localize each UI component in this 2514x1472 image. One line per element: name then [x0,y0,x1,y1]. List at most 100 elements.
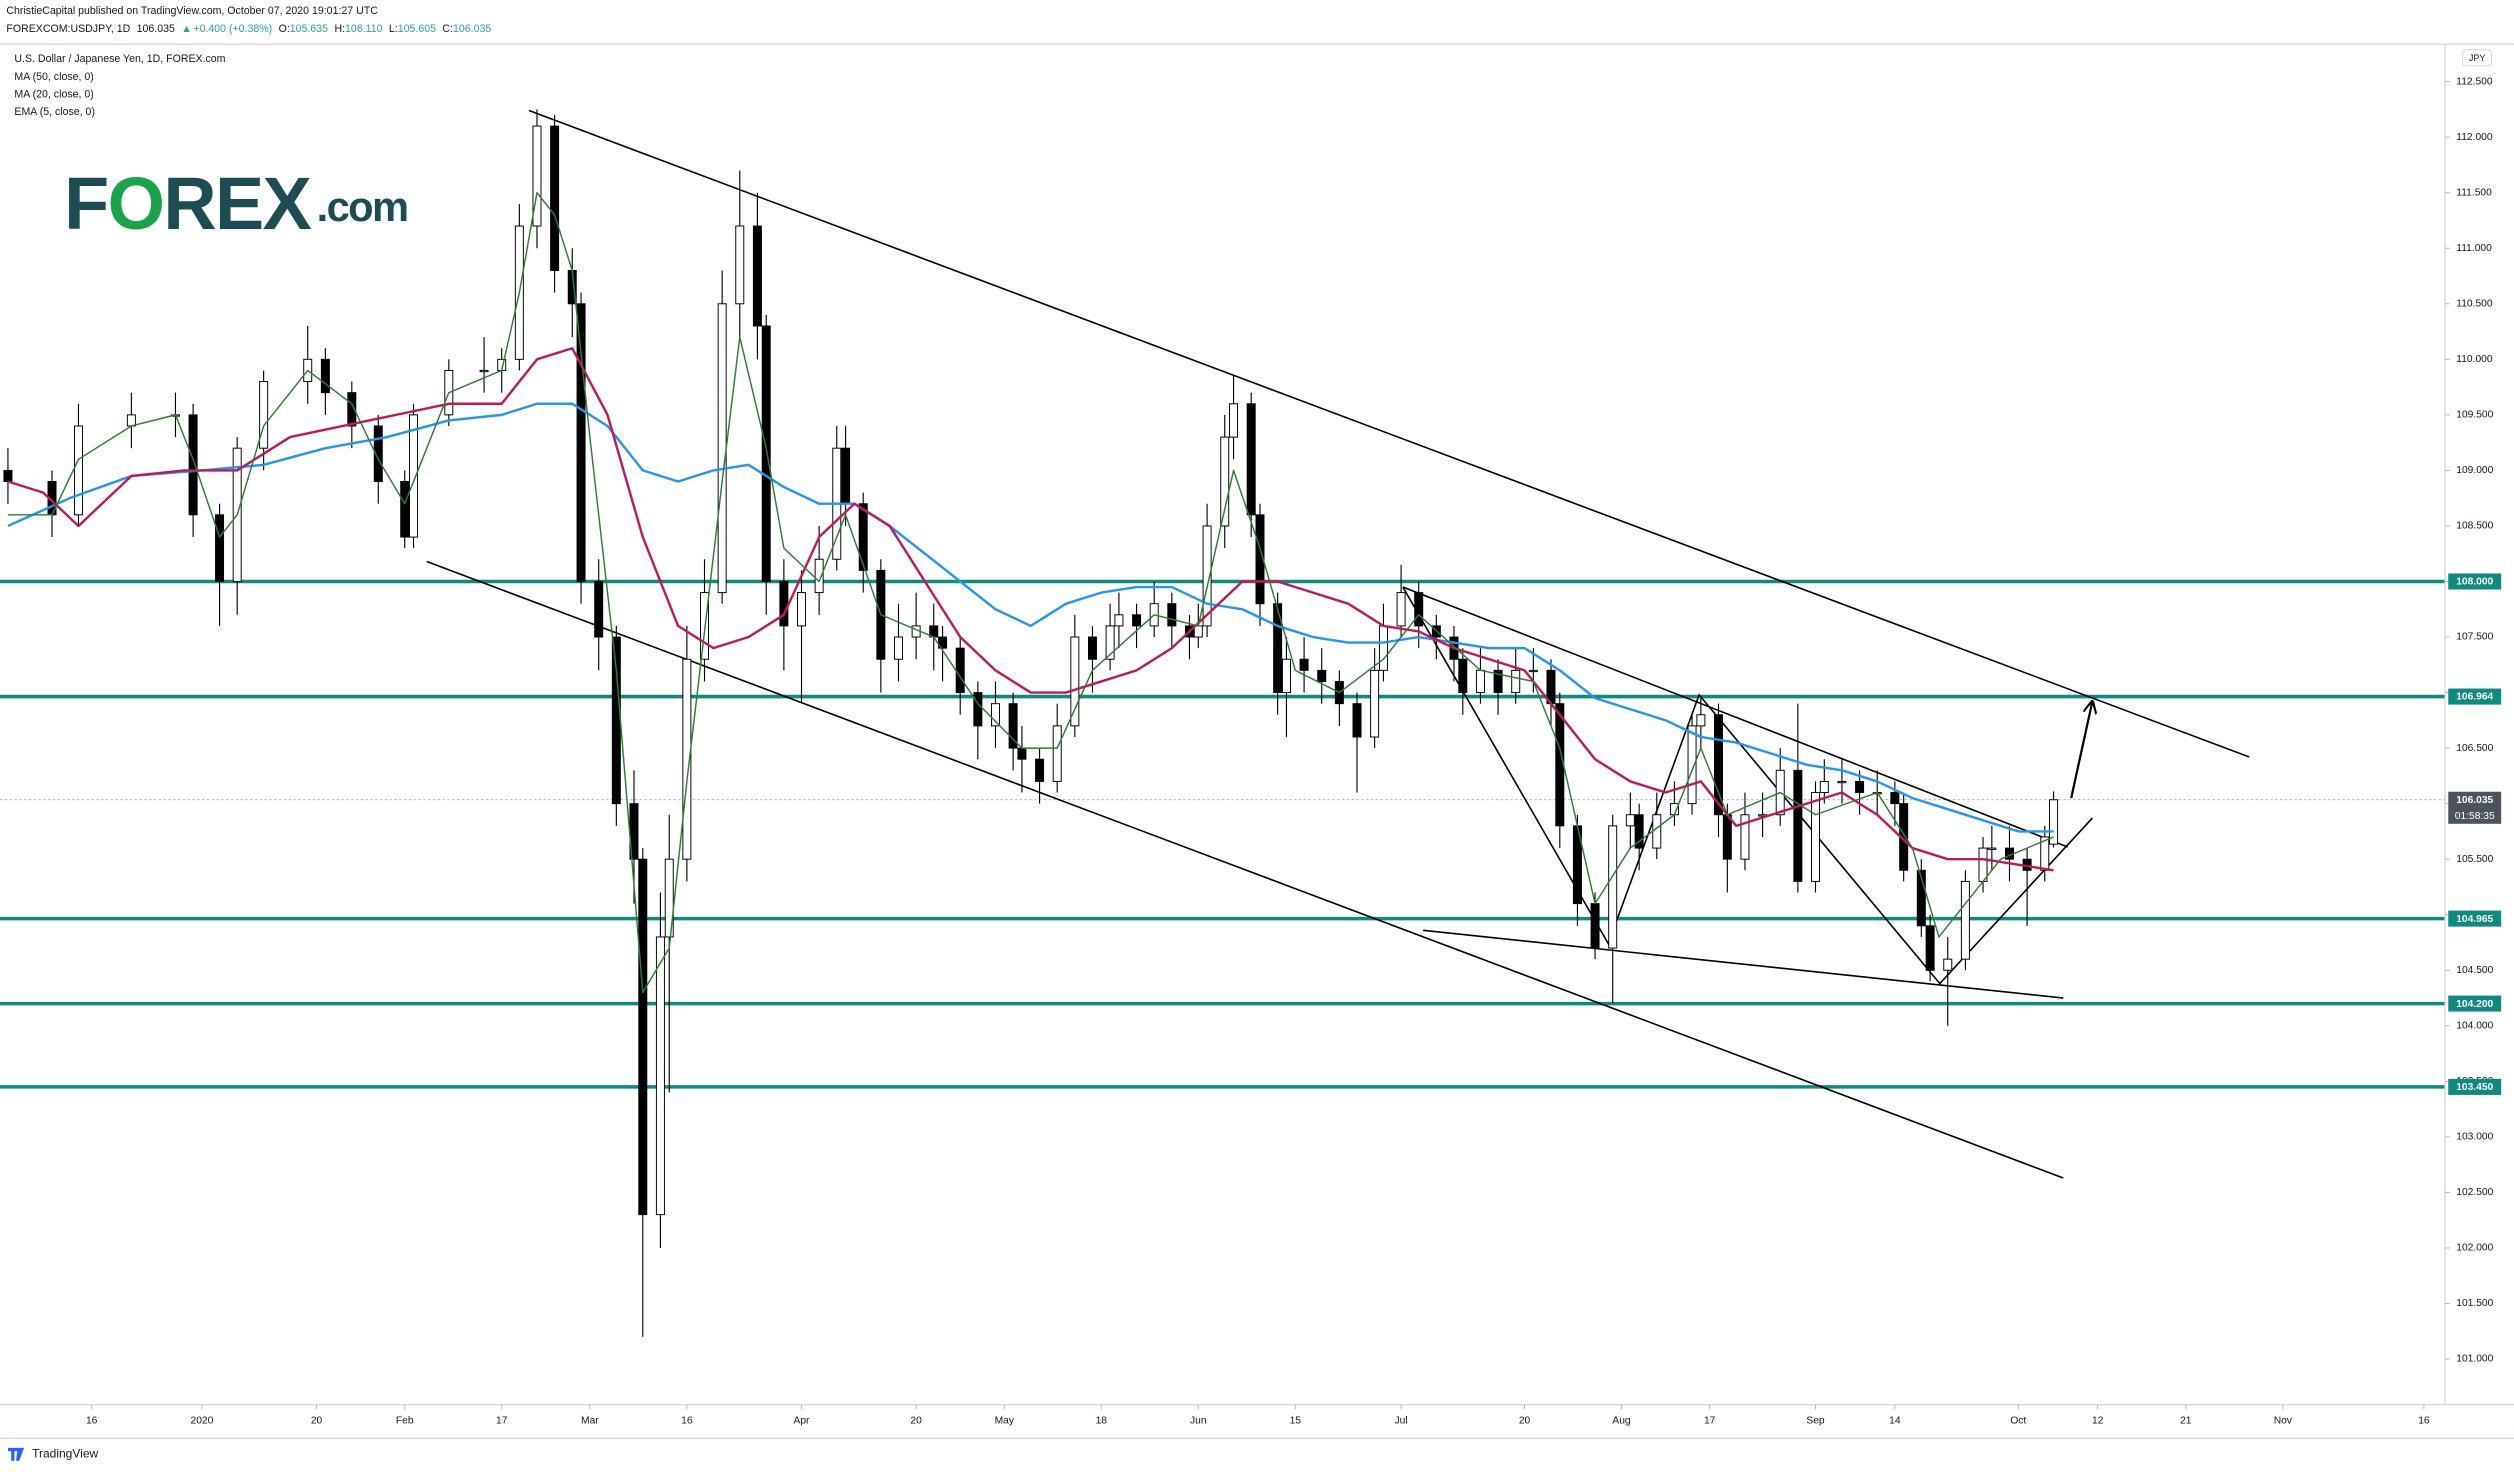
legend-entry: EMA (5, close, 0) [14,106,95,118]
price-axis: 101.000101.500102.000102.500103.000103.5… [2445,76,2502,1365]
candle-body [1625,814,1635,827]
ohlc-value: 106.035 [453,23,491,35]
candle-body [1740,814,1750,860]
candle-body [1414,592,1424,627]
currency-box [2462,49,2493,67]
candle-body [1370,669,1380,738]
y-tick-label: 112.500 [2456,76,2493,87]
candle-body [894,636,903,660]
indicator-line [7,402,2054,833]
x-tick-label: 16 [86,1415,98,1426]
candle-body [1590,903,1600,949]
ohlc-value: 105.605 [398,23,436,35]
candle-body [841,447,851,505]
y-tick-label: 105.500 [2456,854,2493,865]
candle-body [1493,669,1503,694]
y-tick-label: 101.000 [2456,1354,2493,1365]
x-tick-label: 12 [2092,1415,2104,1426]
candle-body [682,658,692,860]
x-tick-label: 20 [311,1415,323,1426]
x-tick-label: Jul [1395,1415,1408,1426]
symbol-line: FOREXCOM:USDJPY, 1D 106.035 ▲ +0.400 (+0.38… [6,23,491,35]
candle-body [400,481,410,538]
candle-body [1035,758,1045,782]
x-tick-label: 16 [2418,1415,2430,1426]
logo-part: F [64,163,107,246]
chart-title: U.S. Dollar / Japanese Yen, 1D, FOREX.co… [14,53,225,65]
candle-body [717,303,727,594]
candle-body [1114,614,1124,627]
candle-body [735,225,745,305]
candle-body [1475,669,1485,694]
change: +0.400 (+0.38%) [193,23,272,35]
last-price-label: 106.035 [2456,795,2493,806]
footer: TradingView [8,1446,99,1461]
candle-body [1246,403,1256,516]
publisher: ChristieCapital published on TradingView… [6,5,378,17]
candle-body [1281,658,1291,694]
candle-body [611,636,621,805]
candle-body [752,225,762,327]
candle-body [1132,614,1142,627]
y-tick-label: 112.000 [2456,132,2493,143]
candle-body [1652,814,1662,849]
x-tick-label: 21 [2180,1415,2192,1426]
candle-body [1087,636,1097,660]
logo-part: O [108,163,164,246]
x-tick-label: Apr [794,1415,811,1426]
ohlc-value: 106.110 [345,23,383,35]
ohlc-label: H: [334,23,345,35]
candle-body [1687,725,1697,805]
x-tick-label: Mar [581,1415,599,1426]
candle-body [938,636,948,649]
candle-body [1229,403,1239,438]
symbol: FOREXCOM:USDJPY, 1D [6,23,130,35]
x-tick-label: Jun [1190,1415,1207,1426]
candle-body [761,325,771,582]
candle-body [409,414,419,538]
logo-domain: .com [317,183,408,230]
candle-body [1070,636,1080,727]
candle-body [797,592,806,627]
candle-body [1634,814,1644,849]
candle-body [1960,880,1970,960]
candle-body [1167,603,1177,627]
candle-body [126,414,136,427]
candle-body [347,392,357,427]
y-tick-label: 107.500 [2456,632,2493,643]
candle-body [1255,514,1265,605]
indicator-line [7,191,2054,994]
y-tick-label: 111.500 [2456,187,2492,198]
y-tick-label: 103.000 [2456,1132,2493,1143]
candle-body [779,581,789,627]
x-tick-label: 18 [1096,1415,1108,1426]
x-tick-label: Feb [396,1415,414,1426]
y-tick-label: 111.000 [2456,243,2492,254]
candle-body [594,581,604,638]
candle-body [1299,658,1309,671]
level-label-box [2448,688,2502,705]
candle-body [479,369,489,373]
level-label-box [2448,573,2502,590]
candle-body [1052,725,1062,782]
candle-body [1978,847,1988,882]
last-price-box [2448,791,2502,824]
level-label: 104.965 [2456,914,2493,925]
candle-body [1105,625,1115,660]
y-tick-label: 110.500 [2456,298,2493,309]
candle-body [1378,625,1388,671]
candle-body [1608,825,1618,949]
trendline [1423,929,2064,999]
candle-body [188,414,198,516]
y-tick-label: 108.500 [2456,521,2493,532]
candle-body [655,936,665,1216]
ohlc-label: O: [279,23,290,35]
candle-body [532,125,542,227]
y-tick-label: 104.000 [2456,1021,2493,1032]
candle-body [1396,592,1406,627]
candle-body [1202,525,1212,627]
x-tick-label: 17 [1704,1415,1716,1426]
candle-body [638,858,648,1216]
